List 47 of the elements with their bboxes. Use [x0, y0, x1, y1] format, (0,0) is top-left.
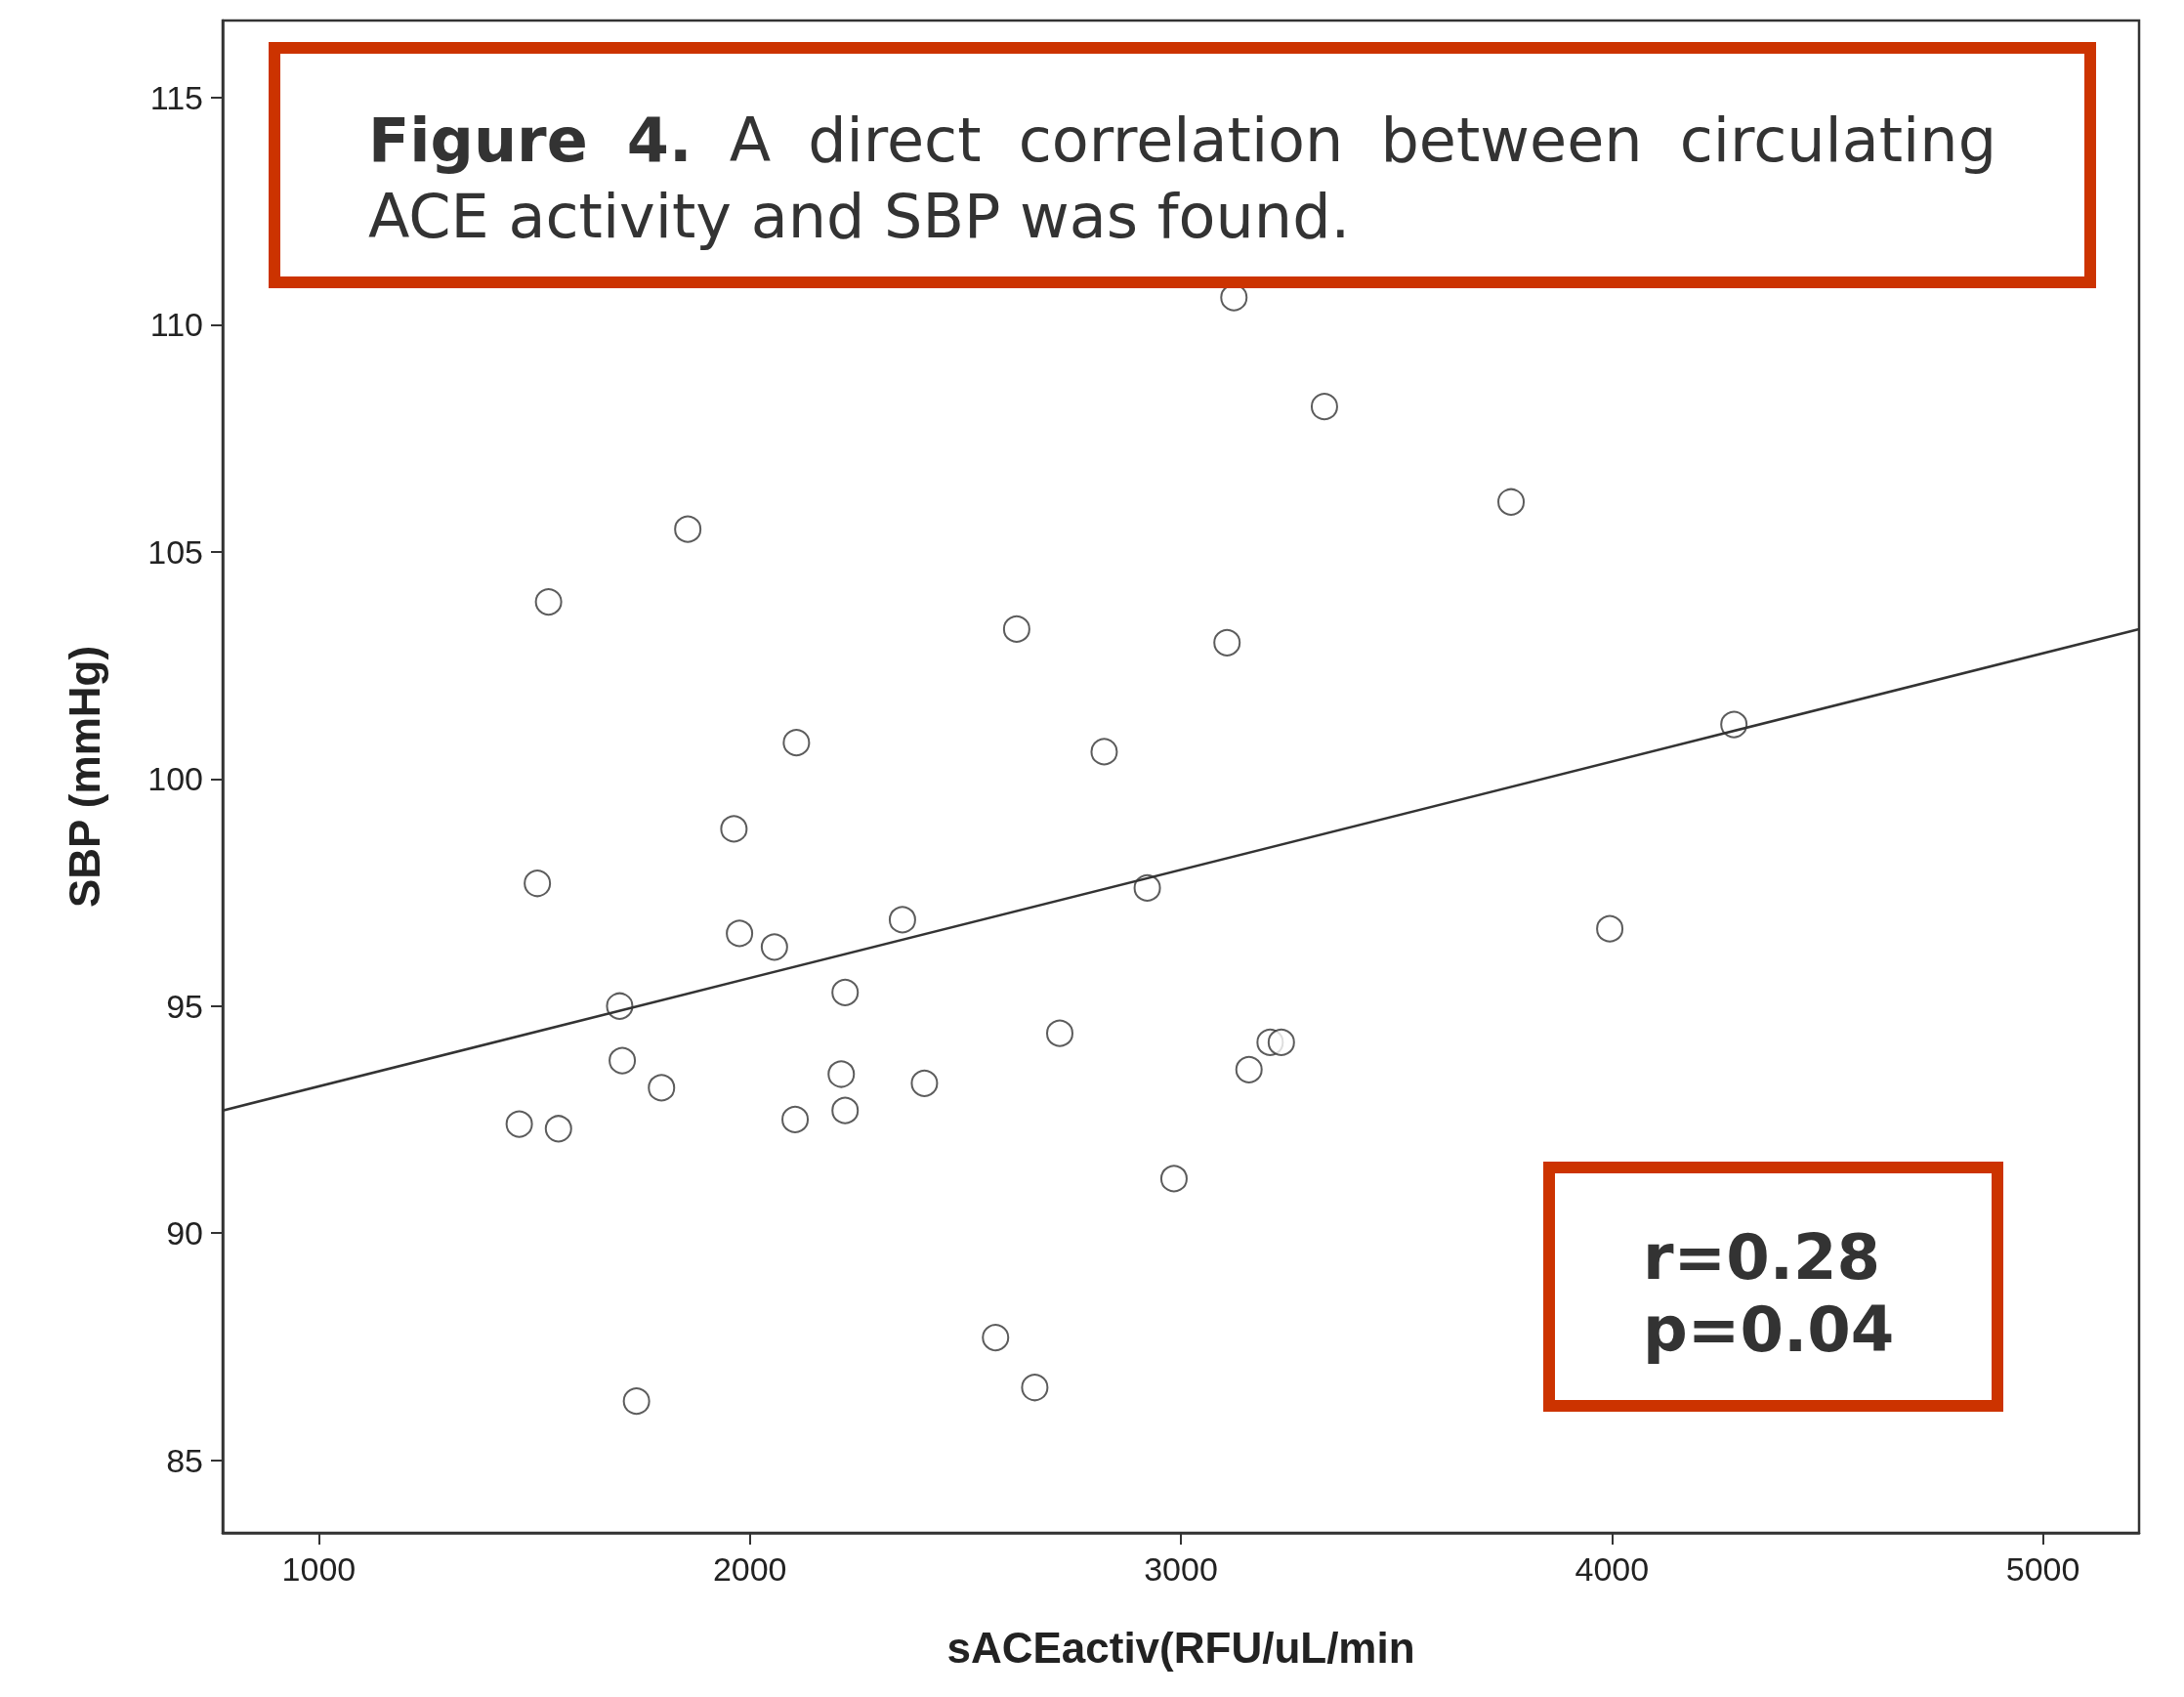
y-tick-label: 85 — [166, 1441, 203, 1479]
point — [1159, 1165, 1188, 1193]
point — [1310, 393, 1338, 421]
point — [760, 933, 788, 961]
x-tick-label: 3000 — [1144, 1550, 1218, 1588]
point — [1497, 488, 1526, 516]
y-tick-label: 95 — [166, 987, 203, 1025]
point — [505, 1110, 533, 1138]
y-tick-label: 115 — [149, 79, 203, 117]
point — [982, 1324, 1010, 1352]
point — [609, 1046, 637, 1075]
point — [524, 870, 552, 898]
point — [831, 978, 860, 1006]
point — [781, 1105, 810, 1133]
point — [1267, 1028, 1295, 1056]
x-tick-label: 1000 — [281, 1550, 357, 1588]
annotation: r=0.28 p=0.04 — [1543, 1162, 2003, 1412]
point — [534, 588, 563, 616]
point — [1090, 738, 1118, 766]
point — [544, 1115, 572, 1143]
point — [726, 919, 754, 948]
point — [831, 1096, 860, 1124]
y-tick-label: 105 — [147, 532, 203, 571]
point — [910, 1069, 939, 1097]
point — [1133, 873, 1161, 902]
y-tick-label: 90 — [166, 1214, 203, 1252]
x-tick-label: 4000 — [1575, 1550, 1650, 1588]
point — [622, 1387, 651, 1416]
point — [1235, 1055, 1263, 1083]
y-tick-label: 110 — [149, 306, 203, 344]
point — [827, 1060, 856, 1088]
point — [1596, 914, 1624, 943]
y-tick-label: 100 — [147, 760, 203, 798]
x-tick-label: 5000 — [2005, 1550, 2080, 1588]
x-tick-label: 2000 — [712, 1550, 787, 1588]
point — [1213, 628, 1241, 657]
annotation: Figure 4. A direct correlation between circulating ACE activity and SBP was found. — [269, 42, 2096, 288]
point — [1046, 1019, 1073, 1047]
point — [782, 729, 811, 757]
point — [720, 815, 748, 843]
point — [1002, 615, 1030, 643]
point — [1021, 1374, 1049, 1402]
point — [888, 906, 916, 934]
y-axis-title: SBP (mmHg) — [60, 645, 108, 909]
point — [648, 1074, 676, 1102]
point — [674, 515, 702, 543]
x-axis-title: sACEactiv(RFU/uL/min — [946, 1623, 1415, 1672]
